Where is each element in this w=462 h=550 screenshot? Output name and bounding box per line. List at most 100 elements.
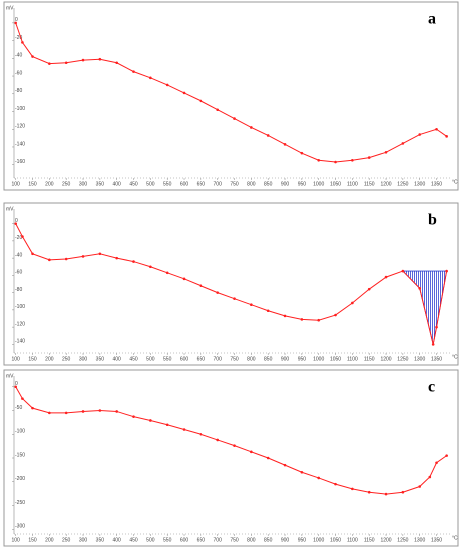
data-point <box>435 127 438 131</box>
data-point <box>334 482 337 486</box>
x-tick-label: 900 <box>281 181 290 187</box>
x-tick-label: 600 <box>180 181 189 187</box>
x-tick-label: 1100 <box>347 537 358 543</box>
x-tick-label: 750 <box>230 537 239 543</box>
data-point <box>48 258 51 262</box>
data-point <box>233 297 236 300</box>
data-point <box>334 313 337 317</box>
data-point <box>165 83 169 87</box>
x-tick-label: 300 <box>79 181 88 187</box>
y-axis-label: mV <box>6 5 14 11</box>
data-point <box>317 158 320 162</box>
x-tick-label: 1300 <box>414 356 425 362</box>
data-point <box>216 291 219 294</box>
y-tick-label: -300 <box>15 524 25 530</box>
data-point <box>317 476 320 480</box>
data-point <box>48 411 51 415</box>
data-point <box>98 409 102 412</box>
x-tick-label: 450 <box>129 537 138 543</box>
x-tick-label: 900 <box>281 537 290 543</box>
x-tick-label: 600 <box>180 356 189 362</box>
data-point <box>199 99 203 103</box>
x-tick-label: 550 <box>163 356 172 362</box>
data-point <box>216 438 219 442</box>
data-point <box>266 309 270 313</box>
y-tick-label: -60 <box>15 270 22 276</box>
data-point <box>21 397 24 400</box>
data-point <box>81 255 85 258</box>
panel-frame <box>3 369 459 547</box>
y-tick-label: -100 <box>15 304 25 310</box>
data-point <box>149 265 152 269</box>
data-point <box>401 490 405 494</box>
data-point <box>418 287 421 290</box>
y-tick-label: -100 <box>15 106 25 112</box>
data-point <box>283 463 287 467</box>
data-point <box>14 385 17 389</box>
y-tick-label: 0 <box>15 17 18 23</box>
y-tick-label: -80 <box>15 88 22 94</box>
x-tick-label: 450 <box>129 356 138 362</box>
data-point <box>31 252 34 256</box>
data-point <box>431 343 435 346</box>
data-point <box>115 61 118 65</box>
y-tick-label: -20 <box>15 235 22 241</box>
x-tick-label: 950 <box>298 181 307 187</box>
data-point <box>283 314 287 318</box>
data-point <box>384 150 388 154</box>
data-point <box>250 303 253 307</box>
x-tick-label: 650 <box>197 356 206 362</box>
data-point <box>266 456 270 460</box>
data-point <box>283 143 287 146</box>
x-tick-label: 1150 <box>364 537 375 543</box>
x-tick-label: 500 <box>146 181 155 187</box>
y-tick-label: -40 <box>15 53 22 59</box>
data-point <box>21 235 24 238</box>
x-tick-label: 150 <box>28 537 37 543</box>
x-tick-label: 250 <box>62 181 71 187</box>
data-point <box>418 485 421 488</box>
data-point <box>367 156 371 159</box>
data-point <box>233 117 236 120</box>
y-tick-label: 0 <box>15 218 18 224</box>
data-point <box>418 133 421 136</box>
data-point <box>266 134 270 137</box>
data-point <box>367 490 371 494</box>
x-tick-label: 700 <box>214 181 223 187</box>
x-tick-label: 1000 <box>313 181 324 187</box>
x-tick-label: 250 <box>62 356 71 362</box>
data-point <box>132 415 135 418</box>
data-point <box>334 160 337 164</box>
data-point <box>401 142 405 145</box>
x-tick-label: 400 <box>113 356 122 362</box>
x-tick-label: 800 <box>247 356 256 362</box>
y-tick-label: -160 <box>15 159 25 165</box>
data-point <box>81 58 85 62</box>
data-point <box>199 432 203 436</box>
x-tick-label: 1000 <box>313 537 324 543</box>
x-tick-label: 500 <box>146 537 155 543</box>
x-tick-label: 900 <box>281 356 290 362</box>
data-point <box>351 301 354 305</box>
x-tick-label: 650 <box>197 537 206 543</box>
y-tick-label: -50 <box>15 405 22 411</box>
x-tick-label: 950 <box>298 356 307 362</box>
data-point <box>300 318 304 321</box>
x-tick-label: 500 <box>146 356 155 362</box>
x-unit: °C <box>452 179 458 185</box>
x-tick-label: 350 <box>96 356 105 362</box>
panel-label: a <box>428 11 436 28</box>
data-point <box>98 252 102 256</box>
x-tick-label: 1250 <box>397 537 408 543</box>
data-point <box>182 428 186 431</box>
data-point <box>317 318 320 322</box>
x-tick-label: 250 <box>62 537 71 543</box>
x-tick-label: 1050 <box>330 181 341 187</box>
x-tick-label: 850 <box>264 181 273 187</box>
x-tick-label: 550 <box>163 181 172 187</box>
x-tick-label: 1300 <box>414 537 425 543</box>
y-tick-label: -20 <box>15 35 22 41</box>
x-tick-label: 1350 <box>431 356 442 362</box>
panel-frame <box>3 202 459 366</box>
